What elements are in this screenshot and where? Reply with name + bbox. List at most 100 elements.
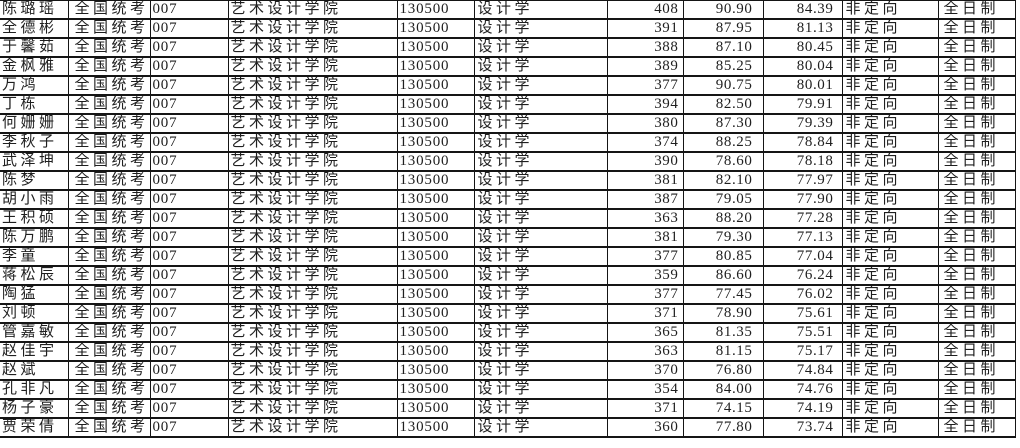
cell-dept-code: 007 bbox=[149, 398, 229, 419]
table-row: 管嘉敏 全国统考 007 艺术设计学院 130500 设计学 365 81.35… bbox=[0, 322, 1016, 343]
cell-name: 何姗姗 bbox=[0, 113, 69, 134]
cell-exam-type: 全国统考 bbox=[67, 151, 151, 172]
cell-schooling-type: 全日制 bbox=[937, 170, 1016, 191]
cell-major-code: 130500 bbox=[396, 170, 475, 191]
cell-dept-code: 007 bbox=[149, 94, 229, 115]
cell-score-2: 88.25 bbox=[682, 132, 764, 153]
cell-college: 艺术设计学院 bbox=[227, 0, 398, 20]
cell-schooling-type: 全日制 bbox=[937, 284, 1016, 305]
cell-major-code: 130500 bbox=[396, 94, 475, 115]
cell-dept-code: 007 bbox=[149, 151, 229, 172]
cell-score-2: 82.10 bbox=[682, 170, 764, 191]
cell-dept-code: 007 bbox=[149, 322, 229, 343]
cell-score-3: 80.45 bbox=[762, 37, 843, 58]
cell-schooling-type: 全日制 bbox=[937, 360, 1016, 381]
cell-exam-type: 全国统考 bbox=[67, 208, 151, 229]
cell-score-2: 81.15 bbox=[682, 341, 764, 362]
cell-schooling-type: 全日制 bbox=[937, 227, 1016, 248]
cell-score-3: 80.04 bbox=[762, 56, 843, 77]
table-row: 王积硕 全国统考 007 艺术设计学院 130500 设计学 363 88.20… bbox=[0, 208, 1016, 229]
cell-score-1: 408 bbox=[606, 0, 684, 20]
cell-score-1: 380 bbox=[606, 113, 684, 134]
cell-college: 艺术设计学院 bbox=[227, 113, 398, 134]
cell-college: 艺术设计学院 bbox=[227, 37, 398, 58]
cell-name: 赵佳宇 bbox=[0, 341, 69, 362]
cell-major: 设计学 bbox=[473, 37, 608, 58]
cell-name: 万鸿 bbox=[0, 75, 69, 96]
cell-major-code: 130500 bbox=[396, 189, 475, 210]
cell-score-3: 73.74 bbox=[762, 417, 843, 438]
cell-exam-type: 全国统考 bbox=[67, 322, 151, 343]
cell-score-3: 74.84 bbox=[762, 360, 843, 381]
cell-exam-type: 全国统考 bbox=[67, 170, 151, 191]
cell-exam-type: 全国统考 bbox=[67, 132, 151, 153]
cell-score-3: 77.97 bbox=[762, 170, 843, 191]
cell-name: 刘顿 bbox=[0, 303, 69, 324]
cell-major: 设计学 bbox=[473, 170, 608, 191]
cell-study-mode: 非定向 bbox=[841, 341, 939, 362]
cell-study-mode: 非定向 bbox=[841, 75, 939, 96]
cell-dept-code: 007 bbox=[149, 227, 229, 248]
table-row: 贾荣倩 全国统考 007 艺术设计学院 130500 设计学 360 77.80… bbox=[0, 417, 1016, 438]
cell-dept-code: 007 bbox=[149, 379, 229, 400]
table-row: 杨子豪 全国统考 007 艺术设计学院 130500 设计学 371 74.15… bbox=[0, 398, 1016, 419]
cell-score-1: 388 bbox=[606, 37, 684, 58]
cell-score-3: 84.39 bbox=[762, 0, 843, 20]
table-row: 赵斌 全国统考 007 艺术设计学院 130500 设计学 370 76.80 … bbox=[0, 360, 1016, 381]
cell-major: 设计学 bbox=[473, 322, 608, 343]
cell-college: 艺术设计学院 bbox=[227, 303, 398, 324]
table-row: 赵佳宇 全国统考 007 艺术设计学院 130500 设计学 363 81.15… bbox=[0, 341, 1016, 362]
cell-college: 艺术设计学院 bbox=[227, 94, 398, 115]
cell-score-2: 77.45 bbox=[682, 284, 764, 305]
cell-major: 设计学 bbox=[473, 151, 608, 172]
cell-exam-type: 全国统考 bbox=[67, 227, 151, 248]
cell-name: 陈梦 bbox=[0, 170, 69, 191]
cell-score-1: 359 bbox=[606, 265, 684, 286]
cell-major: 设计学 bbox=[473, 18, 608, 39]
cell-major-code: 130500 bbox=[396, 208, 475, 229]
cell-score-3: 80.01 bbox=[762, 75, 843, 96]
cell-dept-code: 007 bbox=[149, 37, 229, 58]
cell-study-mode: 非定向 bbox=[841, 246, 939, 267]
table-row: 万鸿 全国统考 007 艺术设计学院 130500 设计学 377 90.75 … bbox=[0, 75, 1016, 96]
cell-major-code: 130500 bbox=[396, 37, 475, 58]
cell-score-2: 87.10 bbox=[682, 37, 764, 58]
cell-major-code: 130500 bbox=[396, 113, 475, 134]
cell-exam-type: 全国统考 bbox=[67, 360, 151, 381]
table-row: 于馨茹 全国统考 007 艺术设计学院 130500 设计学 388 87.10… bbox=[0, 37, 1016, 58]
cell-major: 设计学 bbox=[473, 360, 608, 381]
cell-college: 艺术设计学院 bbox=[227, 18, 398, 39]
cell-name: 赵斌 bbox=[0, 360, 69, 381]
cell-study-mode: 非定向 bbox=[841, 189, 939, 210]
cell-dept-code: 007 bbox=[149, 303, 229, 324]
cell-score-1: 374 bbox=[606, 132, 684, 153]
cell-score-3: 76.24 bbox=[762, 265, 843, 286]
table-row: 陶猛 全国统考 007 艺术设计学院 130500 设计学 377 77.45 … bbox=[0, 284, 1016, 305]
cell-score-2: 74.15 bbox=[682, 398, 764, 419]
cell-score-1: 381 bbox=[606, 227, 684, 248]
cell-score-1: 390 bbox=[606, 151, 684, 172]
cell-score-2: 79.05 bbox=[682, 189, 764, 210]
cell-major-code: 130500 bbox=[396, 360, 475, 381]
cell-score-2: 82.50 bbox=[682, 94, 764, 115]
cell-major-code: 130500 bbox=[396, 322, 475, 343]
cell-score-1: 363 bbox=[606, 208, 684, 229]
cell-dept-code: 007 bbox=[149, 56, 229, 77]
cell-major: 设计学 bbox=[473, 379, 608, 400]
cell-major: 设计学 bbox=[473, 303, 608, 324]
cell-schooling-type: 全日制 bbox=[937, 265, 1016, 286]
cell-study-mode: 非定向 bbox=[841, 151, 939, 172]
cell-college: 艺术设计学院 bbox=[227, 265, 398, 286]
cell-major-code: 130500 bbox=[396, 417, 475, 438]
cell-major-code: 130500 bbox=[396, 56, 475, 77]
cell-exam-type: 全国统考 bbox=[67, 113, 151, 134]
cell-college: 艺术设计学院 bbox=[227, 189, 398, 210]
cell-college: 艺术设计学院 bbox=[227, 227, 398, 248]
cell-study-mode: 非定向 bbox=[841, 265, 939, 286]
cell-schooling-type: 全日制 bbox=[937, 417, 1016, 438]
cell-schooling-type: 全日制 bbox=[937, 113, 1016, 134]
cell-score-1: 363 bbox=[606, 341, 684, 362]
cell-study-mode: 非定向 bbox=[841, 417, 939, 438]
table-row: 李童 全国统考 007 艺术设计学院 130500 设计学 377 80.85 … bbox=[0, 246, 1016, 267]
